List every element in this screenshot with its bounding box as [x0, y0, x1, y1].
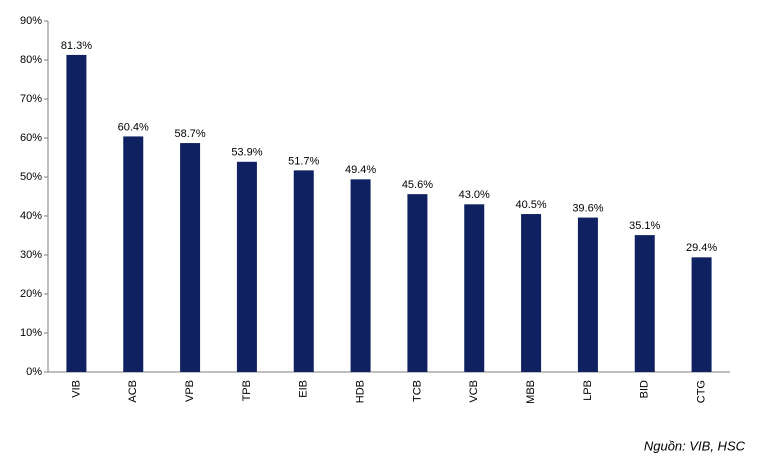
bar: [293, 170, 314, 372]
bar: [66, 54, 87, 373]
x-tick-label: LPB: [582, 380, 594, 401]
x-tick-label: TCB: [411, 380, 423, 402]
bar: [180, 143, 201, 372]
bar: [407, 194, 428, 372]
source-note: Nguồn: VIB, HSC: [644, 438, 746, 453]
x-tick-label: MBB: [525, 380, 537, 404]
value-label: 43.0%: [459, 189, 490, 201]
y-tick-label: 20%: [20, 288, 42, 300]
x-tick-label: BID: [639, 380, 651, 398]
x-tick-label: EIB: [298, 380, 310, 398]
x-tick-label: VIB: [70, 380, 82, 398]
y-tick-label: 0%: [26, 366, 42, 378]
bar: [236, 161, 257, 372]
y-tick-label: 50%: [20, 171, 42, 183]
value-label: 49.4%: [345, 164, 376, 176]
x-tick-label: VPB: [184, 380, 196, 402]
y-tick-label: 80%: [20, 54, 42, 66]
x-tick-label: CTG: [695, 380, 707, 403]
value-label: 40.5%: [515, 199, 546, 211]
y-tick-label: 10%: [20, 327, 42, 339]
value-label: 35.1%: [629, 220, 660, 232]
x-tick-label: ACB: [127, 380, 139, 403]
x-tick-label: TPB: [241, 380, 253, 401]
bar: [691, 257, 712, 372]
x-tick-label: VCB: [468, 380, 480, 403]
y-tick-label: 30%: [20, 249, 42, 261]
value-label: 58.7%: [174, 128, 205, 140]
value-label: 81.3%: [61, 40, 92, 52]
value-label: 51.7%: [288, 155, 319, 167]
value-label: 60.4%: [118, 121, 149, 133]
value-label: 39.6%: [572, 202, 603, 214]
bar: [123, 136, 144, 372]
bar: [350, 179, 371, 372]
y-tick-label: 90%: [20, 15, 42, 27]
y-tick-label: 70%: [20, 93, 42, 105]
value-label: 29.4%: [686, 242, 717, 254]
bar: [464, 204, 485, 372]
bar: [577, 217, 598, 372]
value-label: 53.9%: [231, 147, 262, 159]
bar: [521, 214, 542, 372]
value-label: 45.6%: [402, 179, 433, 191]
bar: [634, 235, 655, 372]
y-tick-label: 40%: [20, 210, 42, 222]
x-tick-label: HDB: [354, 380, 366, 403]
y-tick-label: 60%: [20, 132, 42, 144]
